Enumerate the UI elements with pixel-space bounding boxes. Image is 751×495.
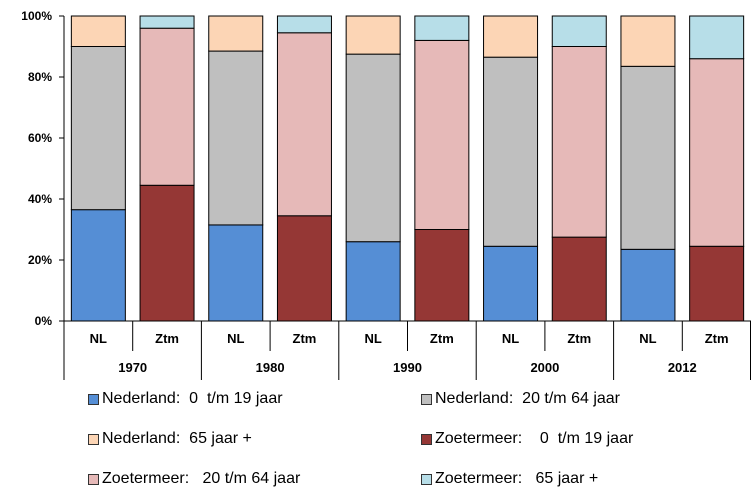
legend-label: Nederland: 65 jaar + <box>102 430 252 447</box>
y-axis: 0% 20% 40% 60% 80% 100% <box>21 9 65 328</box>
x-group-label: 2012 <box>668 360 697 375</box>
bar-segment-1970-Ztm-ztm_20_64 <box>139 27 195 186</box>
y-tick-label: 100% <box>21 9 52 23</box>
x-group-label: 1990 <box>393 360 422 375</box>
bar-segment-1970-NL-nl_0_19 <box>70 209 126 322</box>
x-category-label: NL <box>90 331 107 346</box>
bar-segment-1970-Ztm-ztm_65 <box>139 15 195 29</box>
legend-swatch <box>88 433 99 445</box>
legend-swatch <box>421 473 432 485</box>
bar-segment-2012-Ztm-ztm_65 <box>689 15 745 60</box>
bar-segment-1980-Ztm-ztm_0_19 <box>276 215 332 322</box>
legend-item-nl_20_64: Nederland: 20 t/m 64 jaar <box>421 390 620 408</box>
x-category-label: Ztm <box>567 331 591 346</box>
legend-label: Nederland: 0 t/m 19 jaar <box>102 390 283 407</box>
legend-item-ztm_0_19: Zoetermeer: 0 t/m 19 jaar <box>421 430 633 448</box>
legend-label: Zoetermeer: 20 t/m 64 jaar <box>102 470 301 487</box>
bar-segment-2000-NL-nl_20_64 <box>483 56 539 247</box>
legend-item-nl_0_19: Nederland: 0 t/m 19 jaar <box>88 390 283 408</box>
bar-segment-1990-NL-nl_0_19 <box>345 241 401 322</box>
bar-segment-1970-Ztm-ztm_0_19 <box>139 184 195 322</box>
bar-segment-2012-NL-nl_0_19 <box>620 248 676 322</box>
bar-segment-1990-NL-nl_65 <box>345 15 401 55</box>
legend-label: Zoetermeer: 65 jaar + <box>435 470 599 487</box>
y-tick-label: 40% <box>28 192 52 206</box>
bar-segment-2012-Ztm-ztm_0_19 <box>689 245 745 322</box>
bar-segment-2000-NL-nl_0_19 <box>483 245 539 322</box>
x-category-label: Ztm <box>705 331 729 346</box>
x-category-label: NL <box>364 331 381 346</box>
bar-segment-1970-NL-nl_20_64 <box>70 46 126 211</box>
bar-segment-1980-Ztm-ztm_65 <box>276 15 332 34</box>
bar-segment-1990-NL-nl_20_64 <box>345 53 401 243</box>
legend-swatch <box>88 473 99 485</box>
legend-item-nl_65: Nederland: 65 jaar + <box>88 430 252 448</box>
bar-segment-1980-NL-nl_0_19 <box>208 224 264 322</box>
y-tick-label: 20% <box>28 253 52 267</box>
x-group-label: 1970 <box>118 360 147 375</box>
y-tick-label: 60% <box>28 131 52 145</box>
stacked-bar-chart: 0%20%40%60%80%100% NL Ztm NL Ztm NL Ztm NL Ztm N… <box>21 9 751 380</box>
legend-label: Zoetermeer: 0 t/m 19 jaar <box>435 430 634 447</box>
bar-segment-2012-NL-nl_20_64 <box>620 65 676 250</box>
bar-segment-2012-Ztm-ztm_20_64 <box>689 58 745 247</box>
bar-segment-1990-Ztm-ztm_0_19 <box>414 229 470 322</box>
bar-segment-2000-Ztm-ztm_0_19 <box>551 236 607 322</box>
bar-segment-2000-Ztm-ztm_20_64 <box>551 46 607 238</box>
y-tick-label: 0% <box>35 314 53 328</box>
legend-item-ztm_20_64: Zoetermeer: 20 t/m 64 jaar <box>88 470 300 488</box>
x-category-label: Ztm <box>155 331 179 346</box>
bar-segment-1980-Ztm-ztm_20_64 <box>276 32 332 217</box>
y-tick-label: 80% <box>28 70 52 84</box>
bar-segment-2012-NL-nl_65 <box>620 15 676 67</box>
legend-swatch <box>421 433 432 445</box>
x-category-label: NL <box>502 331 519 346</box>
x-category-label: Ztm <box>430 331 454 346</box>
bar-segment-2000-NL-nl_65 <box>483 15 539 58</box>
x-category-label: NL <box>227 331 244 346</box>
bar-segment-1980-NL-nl_65 <box>208 15 264 52</box>
bar-segment-1990-Ztm-ztm_65 <box>414 15 470 41</box>
bar-segment-1980-NL-nl_20_64 <box>208 50 264 226</box>
x-category-label: Ztm <box>293 331 317 346</box>
x-group-label: 2000 <box>530 360 559 375</box>
legend-swatch <box>88 393 99 405</box>
x-category-label: NL <box>639 331 656 346</box>
legend-label: Nederland: 20 t/m 64 jaar <box>435 390 620 407</box>
bars <box>70 15 745 322</box>
bar-segment-1970-NL-nl_65 <box>70 15 126 47</box>
bar-segment-2000-Ztm-ztm_65 <box>551 15 607 47</box>
legend-item-ztm_65: Zoetermeer: 65 jaar + <box>421 470 598 488</box>
x-group-label: 1980 <box>256 360 285 375</box>
bar-segment-1990-Ztm-ztm_20_64 <box>414 39 470 231</box>
legend-swatch <box>421 393 432 405</box>
x-axis: NL Ztm NL Ztm NL Ztm NL Ztm NL Ztm 1970 1980 1990 200… <box>63 320 751 380</box>
